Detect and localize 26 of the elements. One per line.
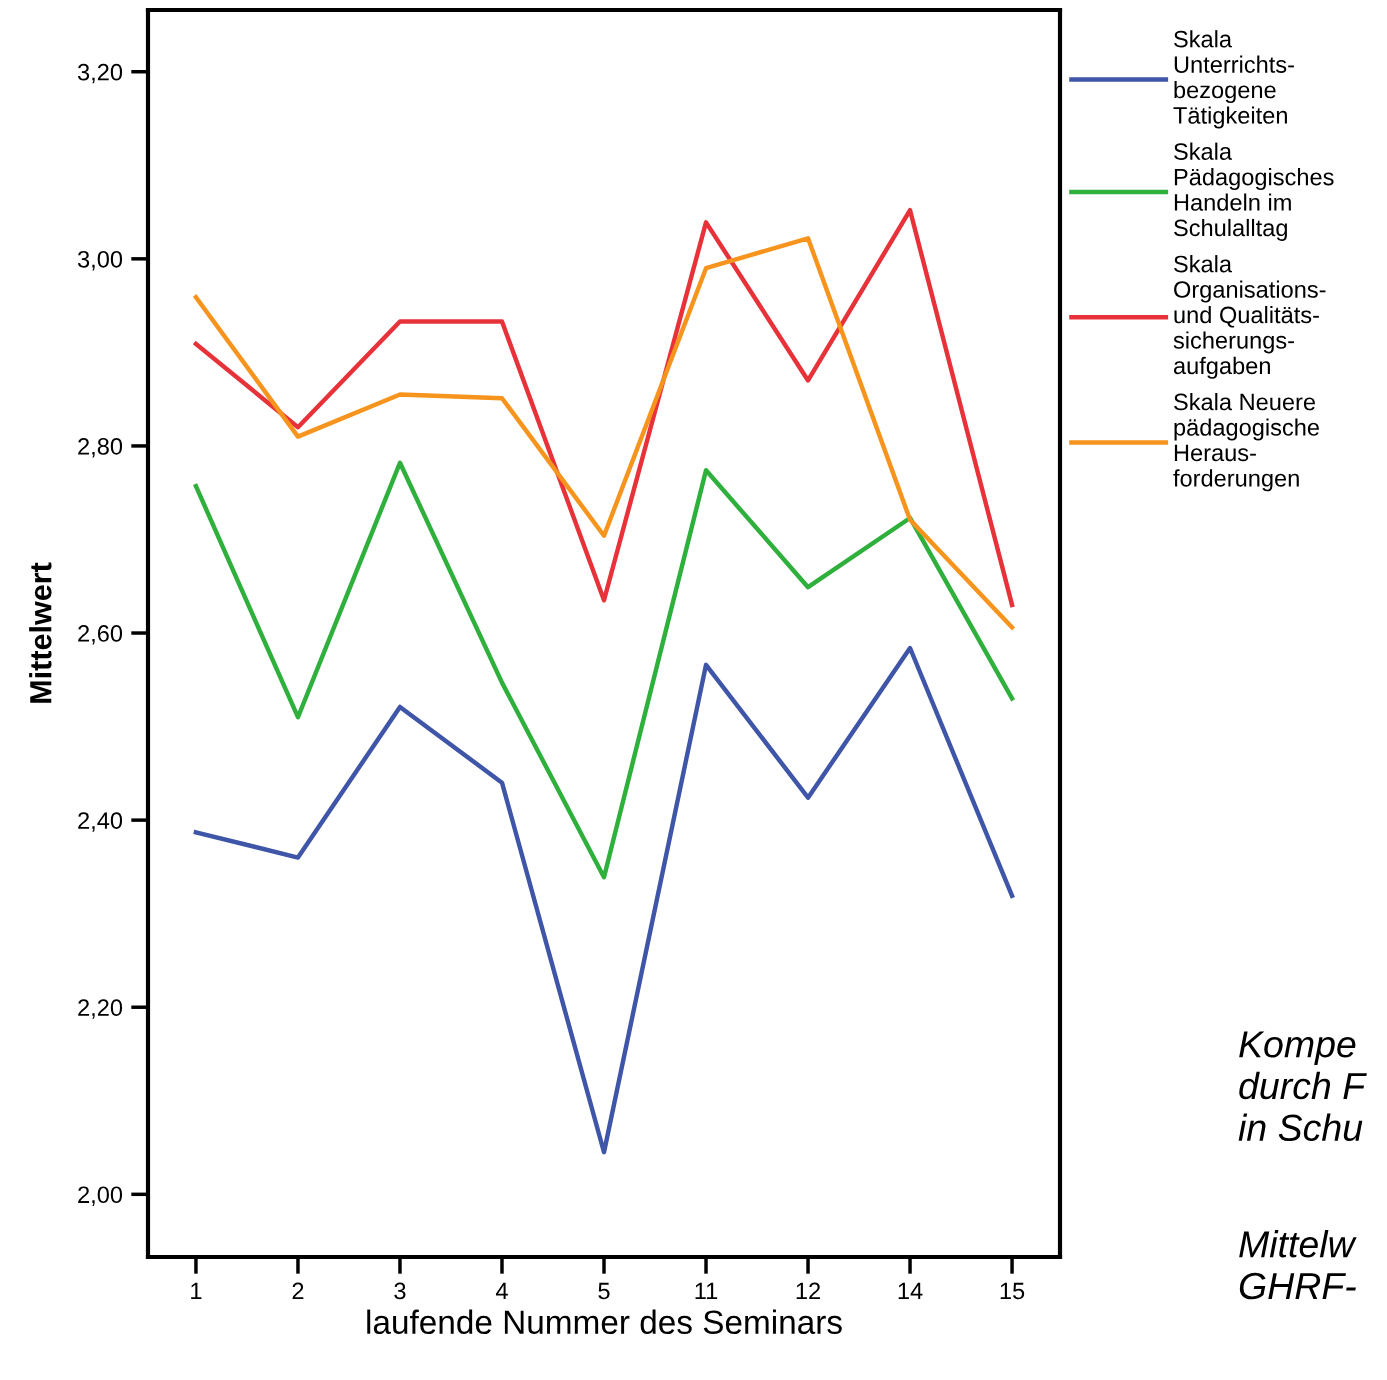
legend-label: Skala Neuere pädagogische Heraus- forderungen bbox=[1173, 393, 1319, 492]
y-tick-label: 2,80 bbox=[78, 438, 123, 458]
y-axis-title: Mittelwert bbox=[29, 562, 52, 703]
x-tick-label: 2 bbox=[292, 1282, 304, 1300]
legend-label: Skala Organisations- und Qualitäts- sicherungs- aufgaben bbox=[1173, 255, 1326, 379]
x-tick-label: 12 bbox=[796, 1282, 820, 1300]
x-tick-label: 1 bbox=[191, 1282, 202, 1300]
x-axis-title: laufende Nummer des Seminars bbox=[367, 1309, 842, 1335]
x-tick-label: 4 bbox=[495, 1282, 508, 1300]
legend-label: Skala Pädagogisches Handeln im Schulalltag bbox=[1174, 142, 1334, 241]
x-tick-label: 14 bbox=[898, 1282, 923, 1300]
x-tick-label: 15 bbox=[1000, 1282, 1025, 1300]
x-tick-label: 11 bbox=[695, 1282, 718, 1300]
line-series bbox=[193, 460, 1015, 880]
x-tick-label: 3 bbox=[394, 1282, 406, 1300]
line-series bbox=[193, 645, 1015, 1155]
y-tick-label: 3,20 bbox=[77, 63, 123, 84]
y-tick-label: 2,20 bbox=[78, 999, 123, 1019]
y-tick-label: 2,00 bbox=[78, 1186, 123, 1206]
text: Kompe durch F in Schu bbox=[1238, 1031, 1367, 1142]
y-tick-label: 2,60 bbox=[78, 625, 123, 645]
legend-label: Skala Unterrichts- bezogene Tätigkeiten bbox=[1173, 30, 1294, 129]
x-tick-label: 5 bbox=[598, 1282, 610, 1300]
y-tick-label: 3,00 bbox=[77, 250, 123, 271]
y-tick-label: 2,40 bbox=[78, 812, 123, 832]
text: Mittelw GHRF- bbox=[1239, 1230, 1357, 1300]
